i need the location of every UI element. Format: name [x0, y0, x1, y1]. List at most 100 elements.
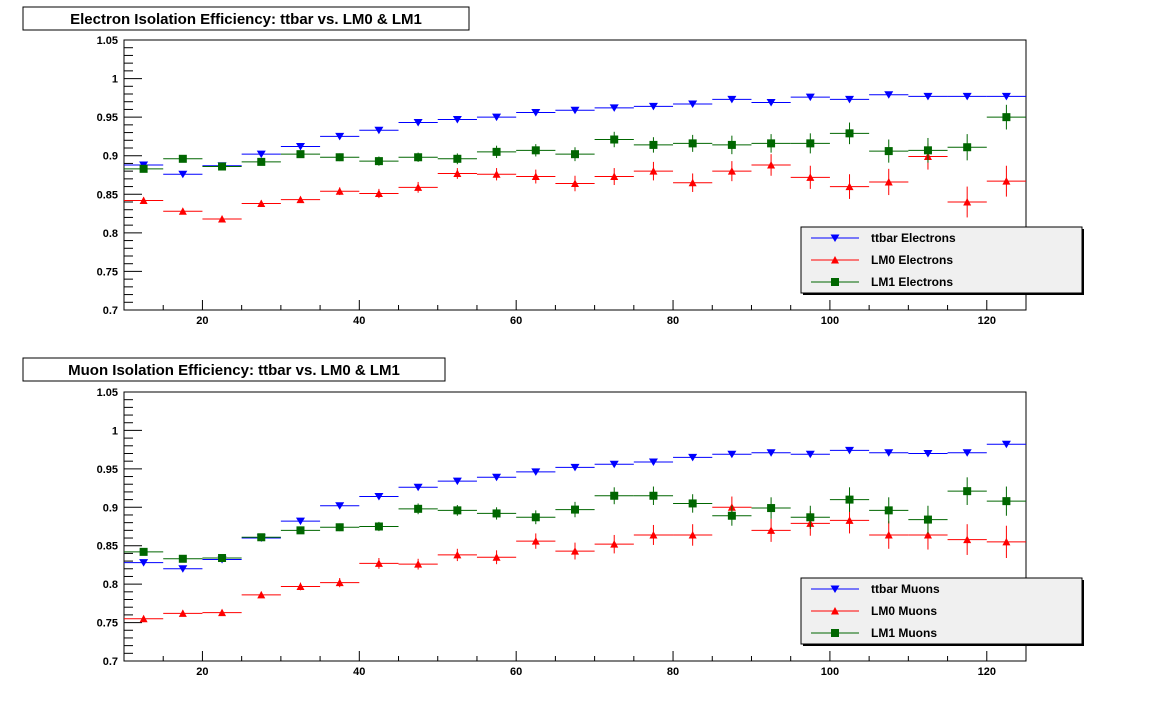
- data-point: [688, 530, 697, 539]
- x-tick-label: 40: [353, 666, 365, 678]
- x-tick-label: 60: [510, 666, 522, 678]
- data-point: [649, 491, 658, 500]
- data-point: [884, 147, 893, 156]
- data-point: [845, 95, 855, 104]
- series-lm1-electrons: [124, 104, 1026, 173]
- data-point: [727, 95, 737, 104]
- x-tick-label: 120: [978, 315, 996, 327]
- data-point: [335, 523, 344, 532]
- y-tick-label: 1.05: [97, 35, 118, 47]
- x-tick-label: 20: [196, 315, 208, 327]
- data-point: [453, 169, 462, 177]
- legend-label: ttbar Electrons: [871, 231, 956, 245]
- data-point: [571, 547, 579, 555]
- legend: ttbar Muons LM0 Muons LM1 Muons: [800, 577, 1084, 646]
- y-tick-label: 1: [112, 425, 118, 437]
- x-tick-label: 80: [667, 315, 679, 327]
- data-point: [335, 153, 344, 162]
- data-point: [453, 154, 462, 163]
- data-point: [649, 140, 658, 149]
- data-point: [531, 468, 541, 476]
- data-point: [257, 590, 266, 599]
- data-point: [727, 450, 737, 459]
- data-point: [531, 109, 541, 117]
- data-point: [923, 449, 933, 458]
- data-point: [139, 559, 149, 567]
- data-point: [296, 526, 305, 535]
- data-point: [492, 113, 502, 122]
- legend-marker: [831, 607, 839, 615]
- data-point: [884, 449, 894, 457]
- data-point: [492, 170, 501, 178]
- data-point: [610, 135, 619, 144]
- data-point: [452, 115, 462, 124]
- legend-label: LM1 Muons: [871, 626, 937, 640]
- data-point: [767, 139, 776, 148]
- data-point: [610, 540, 619, 548]
- data-point: [218, 162, 227, 171]
- data-point: [492, 473, 502, 482]
- data-point: [805, 450, 815, 459]
- data-point: [374, 189, 383, 198]
- data-point: [727, 140, 736, 149]
- data-point: [139, 547, 148, 556]
- y-tick-label: 1: [112, 74, 118, 86]
- y-tick-label: 0.7: [103, 656, 118, 668]
- data-point: [727, 167, 736, 175]
- data-point: [845, 446, 855, 455]
- data-point: [963, 535, 972, 544]
- data-point: [766, 449, 776, 457]
- data-point: [296, 195, 305, 204]
- data-point: [963, 198, 972, 206]
- data-point: [531, 537, 540, 545]
- data-point: [884, 506, 893, 515]
- data-point: [845, 182, 854, 191]
- data-point: [766, 98, 776, 107]
- data-point: [178, 154, 187, 163]
- data-point: [1002, 497, 1011, 506]
- y-tick-label: 0.7: [103, 305, 118, 317]
- data-point: [453, 550, 462, 559]
- data-point: [295, 142, 305, 151]
- x-tick-label: 100: [821, 315, 839, 327]
- y-tick-label: 0.95: [97, 112, 118, 124]
- data-point: [884, 530, 893, 539]
- data-point: [453, 506, 462, 515]
- data-point: [178, 207, 187, 215]
- data-point: [492, 553, 501, 561]
- x-tick-label: 100: [821, 666, 839, 678]
- data-point: [649, 167, 658, 175]
- data-point: [139, 614, 148, 623]
- data-point: [767, 526, 776, 534]
- series-lm0-electrons: [124, 143, 1026, 223]
- title-box: [22, 6, 470, 31]
- data-point: [767, 160, 776, 169]
- data-point: [688, 499, 697, 508]
- data-point: [609, 104, 619, 112]
- data-point: [1001, 440, 1011, 449]
- data-point: [570, 463, 580, 472]
- data-point: [374, 126, 384, 135]
- data-point: [296, 150, 305, 159]
- data-point: [413, 119, 423, 127]
- data-point: [374, 522, 383, 531]
- data-point: [884, 177, 893, 186]
- data-point: [767, 504, 776, 513]
- y-tick-label: 0.85: [97, 189, 118, 201]
- y-tick-label: 1.05: [97, 387, 118, 399]
- data-point: [923, 92, 933, 101]
- series-ttbar-muons: [124, 440, 1026, 573]
- data-point: [335, 502, 345, 510]
- y-tick-label: 0.9: [103, 502, 118, 514]
- legend: ttbar Electrons LM0 Electrons LM1 Electron…: [800, 226, 1084, 295]
- data-point: [531, 513, 540, 522]
- data-point: [257, 533, 266, 542]
- data-point: [178, 609, 187, 617]
- data-point: [257, 199, 266, 208]
- data-point: [178, 554, 187, 563]
- legend-marker: [831, 256, 839, 264]
- data-point: [1002, 113, 1011, 122]
- data-point: [610, 491, 619, 500]
- data-point: [256, 150, 266, 159]
- legend-label: LM0 Electrons: [871, 253, 953, 267]
